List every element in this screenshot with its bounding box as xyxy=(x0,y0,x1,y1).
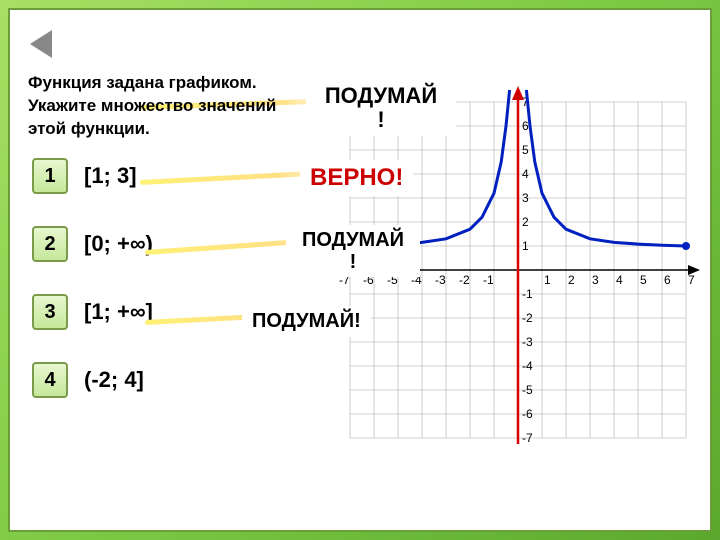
svg-text:1: 1 xyxy=(544,273,551,287)
slide-frame: Функция задана графиком. Укажите множест… xyxy=(0,0,720,540)
option-4: 4 (-2; 4] xyxy=(32,362,153,398)
option-button-2[interactable]: 2 xyxy=(32,226,68,262)
svg-text:4: 4 xyxy=(616,273,623,287)
option-1: 1 [1; 3] xyxy=(32,158,153,194)
svg-text:7: 7 xyxy=(688,273,695,287)
svg-text:-5: -5 xyxy=(522,383,533,397)
svg-text:6: 6 xyxy=(664,273,671,287)
svg-text:6: 6 xyxy=(522,119,529,133)
slide-inner: Функция задана графиком. Укажите множест… xyxy=(8,8,712,532)
svg-text:-2: -2 xyxy=(522,311,533,325)
option-button-3[interactable]: 3 xyxy=(32,294,68,330)
svg-text:4: 4 xyxy=(522,167,529,181)
option-label-3: [1; +∞] xyxy=(84,299,153,325)
option-label-4: (-2; 4] xyxy=(84,367,144,393)
svg-text:-1: -1 xyxy=(522,287,533,301)
svg-text:5: 5 xyxy=(522,143,529,157)
options-list: 1 [1; 3] 2 [0; +∞) 3 [1; +∞] 4 (-2; 4] xyxy=(32,158,153,430)
svg-text:-3: -3 xyxy=(522,335,533,349)
feedback-1-exclaim: ! xyxy=(316,108,446,132)
feedback-3-exclaim: ! xyxy=(296,251,410,273)
feedback-4: ПОДУМАЙ! xyxy=(242,306,371,337)
svg-text:-1: -1 xyxy=(483,273,494,287)
svg-text:5: 5 xyxy=(640,273,647,287)
svg-text:3: 3 xyxy=(592,273,599,287)
svg-text:-6: -6 xyxy=(522,407,533,421)
svg-text:-4: -4 xyxy=(522,359,533,373)
option-label-1: [1; 3] xyxy=(84,163,137,189)
option-3: 3 [1; +∞] xyxy=(32,294,153,330)
svg-text:-3: -3 xyxy=(435,273,446,287)
svg-text:1: 1 xyxy=(522,239,529,253)
svg-text:-7: -7 xyxy=(522,431,533,445)
feedback-1-text: ПОДУМАЙ xyxy=(325,83,437,108)
feedback-3: ПОДУМАЙ ! xyxy=(286,225,420,277)
svg-text:2: 2 xyxy=(522,215,529,229)
option-button-4[interactable]: 4 xyxy=(32,362,68,398)
feedback-2-correct: ВЕРНО! xyxy=(300,160,413,196)
svg-text:2: 2 xyxy=(568,273,575,287)
option-label-2: [0; +∞) xyxy=(84,231,153,257)
feedback-3-text: ПОДУМАЙ xyxy=(302,229,404,251)
back-arrow-icon[interactable] xyxy=(30,30,52,58)
svg-text:3: 3 xyxy=(522,191,529,205)
question-text: Функция задана графиком. Укажите множест… xyxy=(28,72,308,141)
option-button-1[interactable]: 1 xyxy=(32,158,68,194)
feedback-1: ПОДУМАЙ ! xyxy=(306,80,456,136)
svg-text:-2: -2 xyxy=(459,273,470,287)
option-2: 2 [0; +∞) xyxy=(32,226,153,262)
